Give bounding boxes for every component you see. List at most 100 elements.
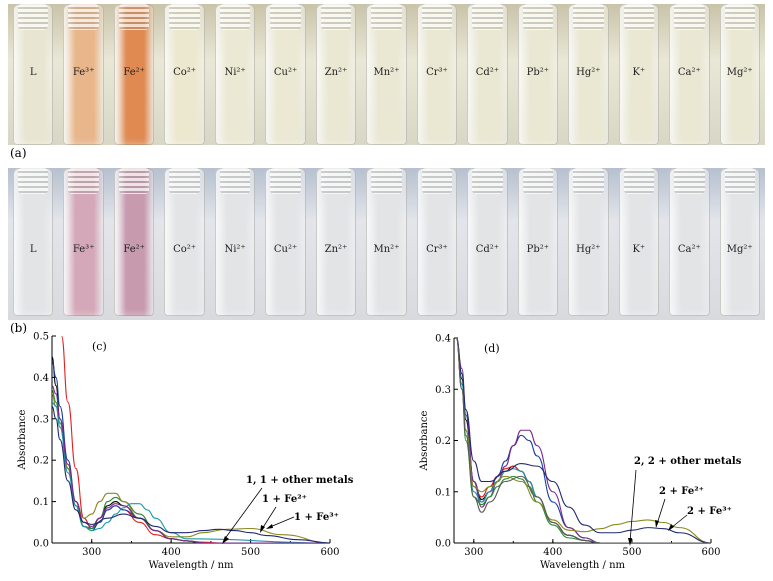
- series-line-0: [455, 338, 711, 543]
- vial-thread: [724, 4, 755, 30]
- vial-label: L: [29, 244, 37, 255]
- vial-label: Pb²⁺: [526, 244, 550, 255]
- series-line-8: [455, 338, 711, 543]
- vial-thread: [169, 168, 200, 194]
- vial-thread: [219, 168, 251, 194]
- annotation-2: 1 + Fe³⁺: [294, 512, 339, 523]
- vial-a-8: Cr³⁺: [416, 4, 458, 145]
- vial-b-14: Mg²⁺: [719, 168, 760, 316]
- x-axis-label: Wavelength / nm: [148, 560, 234, 571]
- vial-label: Ni²⁺: [224, 244, 246, 255]
- vial-label: Fe³⁺: [72, 67, 95, 78]
- vial-thread: [674, 168, 705, 194]
- vial-label: Cr³⁺: [426, 244, 448, 255]
- y-tick-label: 0.2: [435, 436, 451, 447]
- y-tick-label: 0.1: [33, 497, 49, 508]
- vial-thread: [270, 168, 301, 194]
- y-tick-label: 0.1: [435, 487, 451, 498]
- x-tick-label: 600: [701, 547, 720, 558]
- vial-label: Ca²⁺: [677, 244, 701, 255]
- series-line-5: [455, 338, 711, 543]
- vial-thread: [421, 168, 453, 194]
- vial-label: Co²⁺: [173, 67, 197, 78]
- vial-thread: [472, 168, 503, 194]
- vial-a-3: Co²⁺: [164, 4, 205, 145]
- vial-thread: [623, 4, 655, 30]
- annotation-arrow-1: [261, 506, 277, 530]
- vial-b-12: K⁺: [618, 168, 660, 316]
- vial-thread: [68, 4, 99, 30]
- vial-label: Fe³⁺: [72, 244, 95, 255]
- series-line-7: [455, 338, 711, 543]
- x-axis-label: Wavelength / nm: [540, 560, 626, 571]
- vial-thread: [270, 4, 301, 30]
- vial-thread: [169, 4, 200, 30]
- vial-label: K⁺: [632, 67, 646, 78]
- vial-thread: [623, 168, 655, 194]
- series-line-0: [60, 336, 330, 543]
- annotation-arrowhead-0: [222, 536, 229, 544]
- annotation-0: 2, 2 + other metals: [634, 456, 742, 467]
- y-axis-label: Absorbance: [17, 409, 28, 470]
- annotation-1: 1 + Fe²⁺: [262, 494, 307, 505]
- vial-label: Mg²⁺: [726, 244, 753, 255]
- series-line-2: [52, 360, 330, 543]
- annotation-arrowhead-1: [655, 520, 659, 528]
- annotation-1: 2 + Fe²⁺: [659, 486, 704, 497]
- series-line-3: [455, 338, 711, 543]
- vial-label: L: [29, 67, 37, 78]
- annotation-arrowhead-2: [266, 524, 273, 529]
- series-line-7: [52, 405, 330, 543]
- x-tick-label: 500: [622, 547, 641, 558]
- photo-panel-b: L Fe³⁺ Fe²⁺ Co²⁺ Ni²⁺ Cu²⁺ Zn²⁺ Mn²⁺ Cr³⁺ Cd²⁺ Pb²…: [8, 168, 765, 320]
- panel-tag: (c): [92, 340, 107, 353]
- vial-thread: [522, 168, 554, 194]
- vial-label: Fe²⁺: [123, 67, 145, 78]
- vial-thread: [573, 168, 604, 194]
- vial-thread: [421, 4, 453, 30]
- annotation-2: 2 + Fe³⁺: [687, 506, 732, 517]
- vial-label: Mg²⁺: [726, 67, 753, 78]
- vial-b-5: Cu²⁺: [265, 168, 306, 316]
- vial-b-11: Hg²⁺: [568, 168, 609, 316]
- vial-b-6: Zn²⁺: [315, 168, 357, 316]
- vial-a-13: Ca²⁺: [669, 4, 710, 145]
- vial-a-11: Hg²⁺: [568, 4, 609, 145]
- y-tick-label: 0.4: [33, 373, 49, 384]
- vial-thread: [371, 4, 402, 30]
- vial-label: Hg²⁺: [576, 244, 601, 255]
- x-tick-label: 400: [162, 547, 181, 558]
- x-tick-label: 600: [320, 547, 339, 558]
- vial-label: Cu²⁺: [273, 67, 298, 78]
- x-tick-label: 400: [543, 547, 562, 558]
- vial-thread: [18, 168, 49, 194]
- vial-label: Cr³⁺: [426, 67, 448, 78]
- vial-b-9: Cd²⁺: [467, 168, 508, 316]
- vial-a-1: Fe³⁺: [63, 4, 104, 145]
- series-line-4: [455, 338, 711, 543]
- chart-d: 0.0 0.1 0.2 0.3 0.4 300 400 500 600 Wavelength / …: [419, 334, 742, 572]
- annotation-arrowhead-1: [260, 525, 265, 533]
- vial-label: Co²⁺: [173, 244, 197, 255]
- vial-label: Cd²⁺: [475, 244, 500, 255]
- series-line-2: [455, 338, 711, 543]
- annotation-0: 1, 1 + other metals: [246, 475, 354, 486]
- annotation-arrowhead-2: [668, 524, 674, 531]
- vial-b-1: Fe³⁺: [63, 168, 104, 316]
- vial-a-12: K⁺: [618, 4, 660, 145]
- series-line-1: [455, 338, 711, 543]
- vial-b-3: Co²⁺: [164, 168, 205, 316]
- series-line-4: [52, 393, 330, 543]
- vial-a-0: L: [13, 4, 54, 145]
- series-line-5: [52, 401, 330, 543]
- panel-tag: (d): [484, 342, 500, 355]
- vial-label: Zn²⁺: [324, 244, 348, 255]
- x-tick-label: 500: [241, 547, 260, 558]
- annotation-arrowhead-0: [628, 538, 632, 546]
- vial-b-13: Ca²⁺: [669, 168, 710, 316]
- vial-thread: [573, 4, 604, 30]
- vial-label: Mn²⁺: [373, 244, 400, 255]
- annotation-arrow-2: [670, 514, 688, 529]
- vial-label: Fe²⁺: [123, 244, 145, 255]
